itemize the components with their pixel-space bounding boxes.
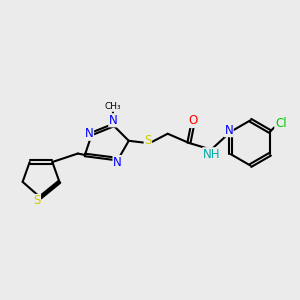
- Text: S: S: [33, 194, 40, 208]
- Text: N: N: [113, 155, 122, 169]
- Text: N: N: [85, 127, 94, 140]
- Text: S: S: [144, 134, 152, 147]
- Text: O: O: [188, 115, 198, 128]
- Text: N: N: [109, 114, 118, 127]
- Text: Cl: Cl: [275, 117, 286, 130]
- Text: CH₃: CH₃: [105, 102, 122, 111]
- Text: NH: NH: [203, 148, 220, 161]
- Text: N: N: [224, 124, 233, 137]
